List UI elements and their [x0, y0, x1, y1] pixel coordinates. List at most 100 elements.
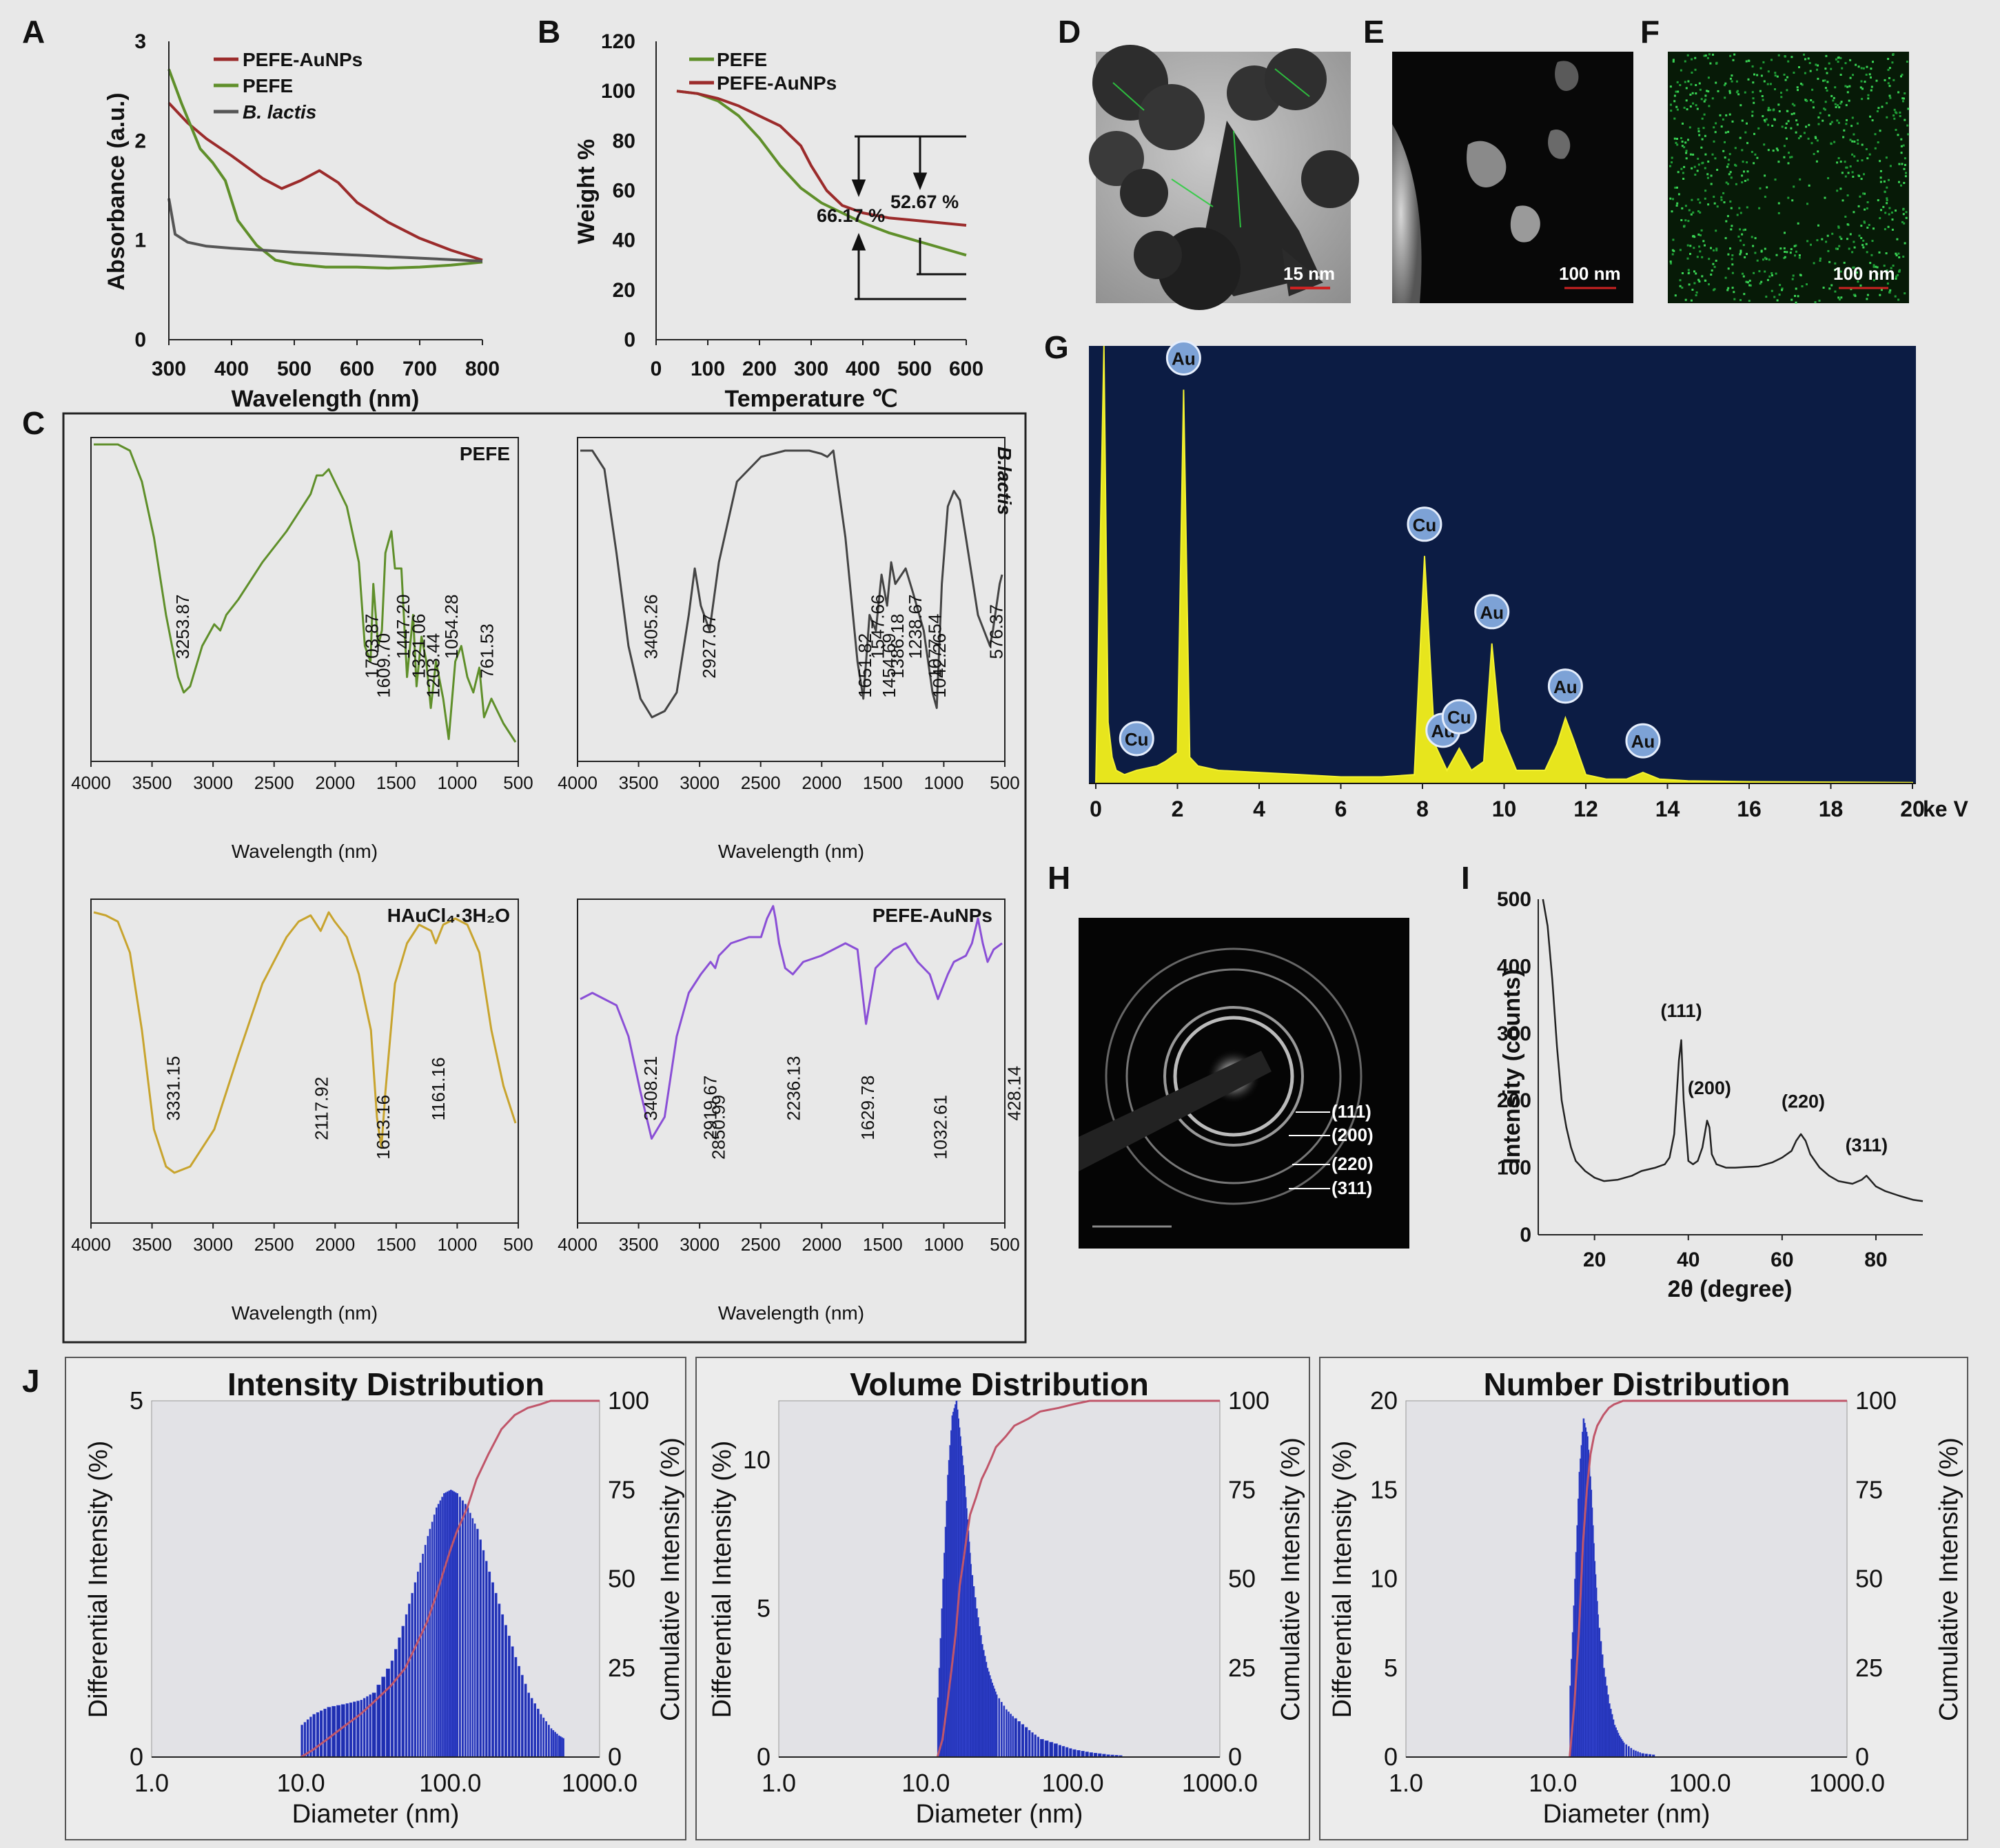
- panel-j1-bar: [349, 1702, 353, 1758]
- panel-j2-bar: [1034, 1734, 1037, 1758]
- panel-j1-bar: [494, 1592, 498, 1758]
- panel-f-signal-dot: [1760, 74, 1763, 77]
- panel-f-signal-dot: [1679, 285, 1682, 287]
- panel-f-signal-dot: [1724, 237, 1727, 240]
- panel-f-signal-dot: [1744, 180, 1746, 182]
- panel-j1-bar: [488, 1571, 491, 1758]
- panel-f-signal-dot: [1767, 107, 1770, 110]
- panel-f-signal-dot: [1704, 134, 1706, 137]
- panel-f-signal-dot: [1714, 157, 1717, 160]
- panel-j1-bar: [414, 1582, 417, 1758]
- panel-f-signal-dot: [1676, 108, 1679, 111]
- panel-f-signal-dot: [1862, 246, 1865, 249]
- panel-j2-y-tick-label: 10: [743, 1446, 771, 1474]
- panel-f-signal-dot: [1805, 125, 1808, 128]
- panel-j2-bar: [1006, 1709, 1008, 1758]
- panel-f-signal-dot: [1776, 75, 1779, 78]
- panel-f-signal-dot: [1729, 247, 1731, 250]
- panel-f-signal-dot: [1722, 150, 1725, 152]
- panel-f-signal-dot: [1690, 213, 1693, 216]
- panel-j2-bar: [1054, 1743, 1058, 1758]
- panel-c1-peak-label: 1703.87: [362, 614, 382, 679]
- panel-j1-bar: [327, 1707, 331, 1758]
- panel-f-signal-dot: [1891, 228, 1894, 231]
- panel-f-signal-dot: [1848, 85, 1851, 88]
- panel-i-chart: 20 40 60 80 0 100 200 300 400 500 (111) (200) (220)…: [1497, 888, 1924, 1302]
- panel-f-signal-dot: [1675, 105, 1678, 108]
- panel-f-signal-dot: [1799, 83, 1802, 85]
- panel-f-signal-dot: [1898, 163, 1901, 165]
- panel-j2-bar: [1076, 1750, 1081, 1758]
- panel-f-signal-dot: [1864, 221, 1866, 224]
- panel-f-signal-dot: [1735, 91, 1738, 94]
- panel-f-signal-dot: [1744, 228, 1746, 231]
- panel-g-unit-label: ke V: [1923, 797, 1968, 821]
- panel-f-signal-dot: [1684, 141, 1687, 144]
- panel-g-peak-label: Cu: [1413, 515, 1437, 535]
- panel-f-signal-dot: [1675, 204, 1678, 207]
- panel-c1-x-tick-label: 4000: [71, 772, 111, 793]
- panel-f-signal-dot: [1846, 223, 1849, 226]
- panel-f-signal-dot: [1767, 70, 1770, 73]
- panel-b-x-tick-label: 400: [846, 358, 880, 380]
- panel-j1-y2-tick-label: 0: [608, 1743, 622, 1771]
- panel-f-signal-dot: [1765, 296, 1768, 298]
- panel-f-signal-dot: [1673, 117, 1676, 120]
- panel-f-signal-dot: [1828, 62, 1830, 65]
- panel-f-signal-dot: [1726, 165, 1728, 168]
- panel-j1-bar: [561, 1737, 563, 1758]
- panel-f-signal-dot: [1907, 107, 1910, 110]
- panel-c4-peak-label: 2236.13: [784, 1056, 804, 1121]
- panel-f-signal-dot: [1764, 256, 1766, 259]
- panel-f-signal-dot: [1707, 90, 1710, 93]
- panel-f-signal-dot: [1683, 106, 1686, 109]
- panel-f-signal-dot: [1751, 65, 1754, 68]
- panel-f-signal-dot: [1753, 101, 1755, 104]
- panel-f-signal-dot: [1725, 220, 1728, 223]
- panel-f-signal-dot: [1703, 54, 1706, 57]
- panel-c3-x-tick-label: 4000: [71, 1234, 111, 1255]
- panel-f-signal-dot: [1677, 90, 1680, 93]
- panel-f-signal-dot: [1715, 81, 1717, 84]
- panel-f-signal-dot: [1762, 115, 1764, 118]
- panel-f-signal-dot: [1886, 186, 1888, 189]
- panel-f-signal-dot: [1742, 275, 1745, 278]
- panel-f-signal-dot: [1783, 73, 1786, 76]
- panel-j2-x-tick-label: 1000.0: [1182, 1769, 1258, 1797]
- panel-f-signal-dot: [1775, 147, 1778, 150]
- panel-f-signal-dot: [1708, 53, 1711, 56]
- panel-f-signal-dot: [1731, 271, 1734, 274]
- panel-f-signal-dot: [1784, 256, 1786, 258]
- panel-f-signal-dot: [1894, 295, 1897, 298]
- panel-c1-peak-label: 1054.28: [441, 595, 462, 659]
- panel-c2-peak-label: 576.37: [986, 604, 1007, 659]
- panel-f-signal-dot: [1720, 125, 1723, 128]
- panel-c2-ticks: 4000 3500 3000 2500 2000 1500 1000 500 3405.26 29…: [558, 595, 1020, 793]
- panel-f-signal-dot: [1702, 161, 1704, 164]
- panel-f-signal-dot: [1840, 296, 1843, 299]
- panel-j1-bar: [353, 1701, 356, 1758]
- panel-f-signal-dot: [1701, 117, 1704, 120]
- panel-label-c: C: [22, 405, 45, 441]
- panel-f-signal-dot: [1693, 165, 1696, 168]
- panel-f-signal-dot: [1844, 216, 1847, 218]
- panel-f-signal-dot: [1871, 240, 1874, 243]
- panel-f-signal-dot: [1810, 142, 1813, 145]
- panel-f-signal-dot: [1681, 287, 1684, 289]
- panel-f-signal-dot: [1889, 96, 1892, 99]
- panel-g-peak-marker: [1547, 668, 1583, 704]
- panel-f-signal-dot: [1874, 133, 1877, 136]
- panel-f-signal-dot: [1741, 233, 1744, 236]
- panel-f-signal-dot: [1898, 270, 1900, 273]
- panel-j3-bar: [1622, 1743, 1625, 1758]
- panel-f-signal-dot: [1787, 162, 1790, 165]
- panel-f-signal-dot: [1746, 253, 1748, 256]
- panel-f-signal-dot: [1779, 247, 1782, 250]
- panel-f-signal-dot: [1704, 167, 1706, 170]
- panel-f-signal-dot: [1849, 59, 1852, 61]
- panel-f-signal-dot: [1724, 276, 1727, 279]
- panel-a-ylabel: Absorbance (a.u.): [103, 92, 130, 290]
- panel-f-signal-dot: [1767, 149, 1770, 152]
- panel-f-signal-dot: [1905, 211, 1908, 214]
- panel-f-signal-dot: [1754, 251, 1757, 254]
